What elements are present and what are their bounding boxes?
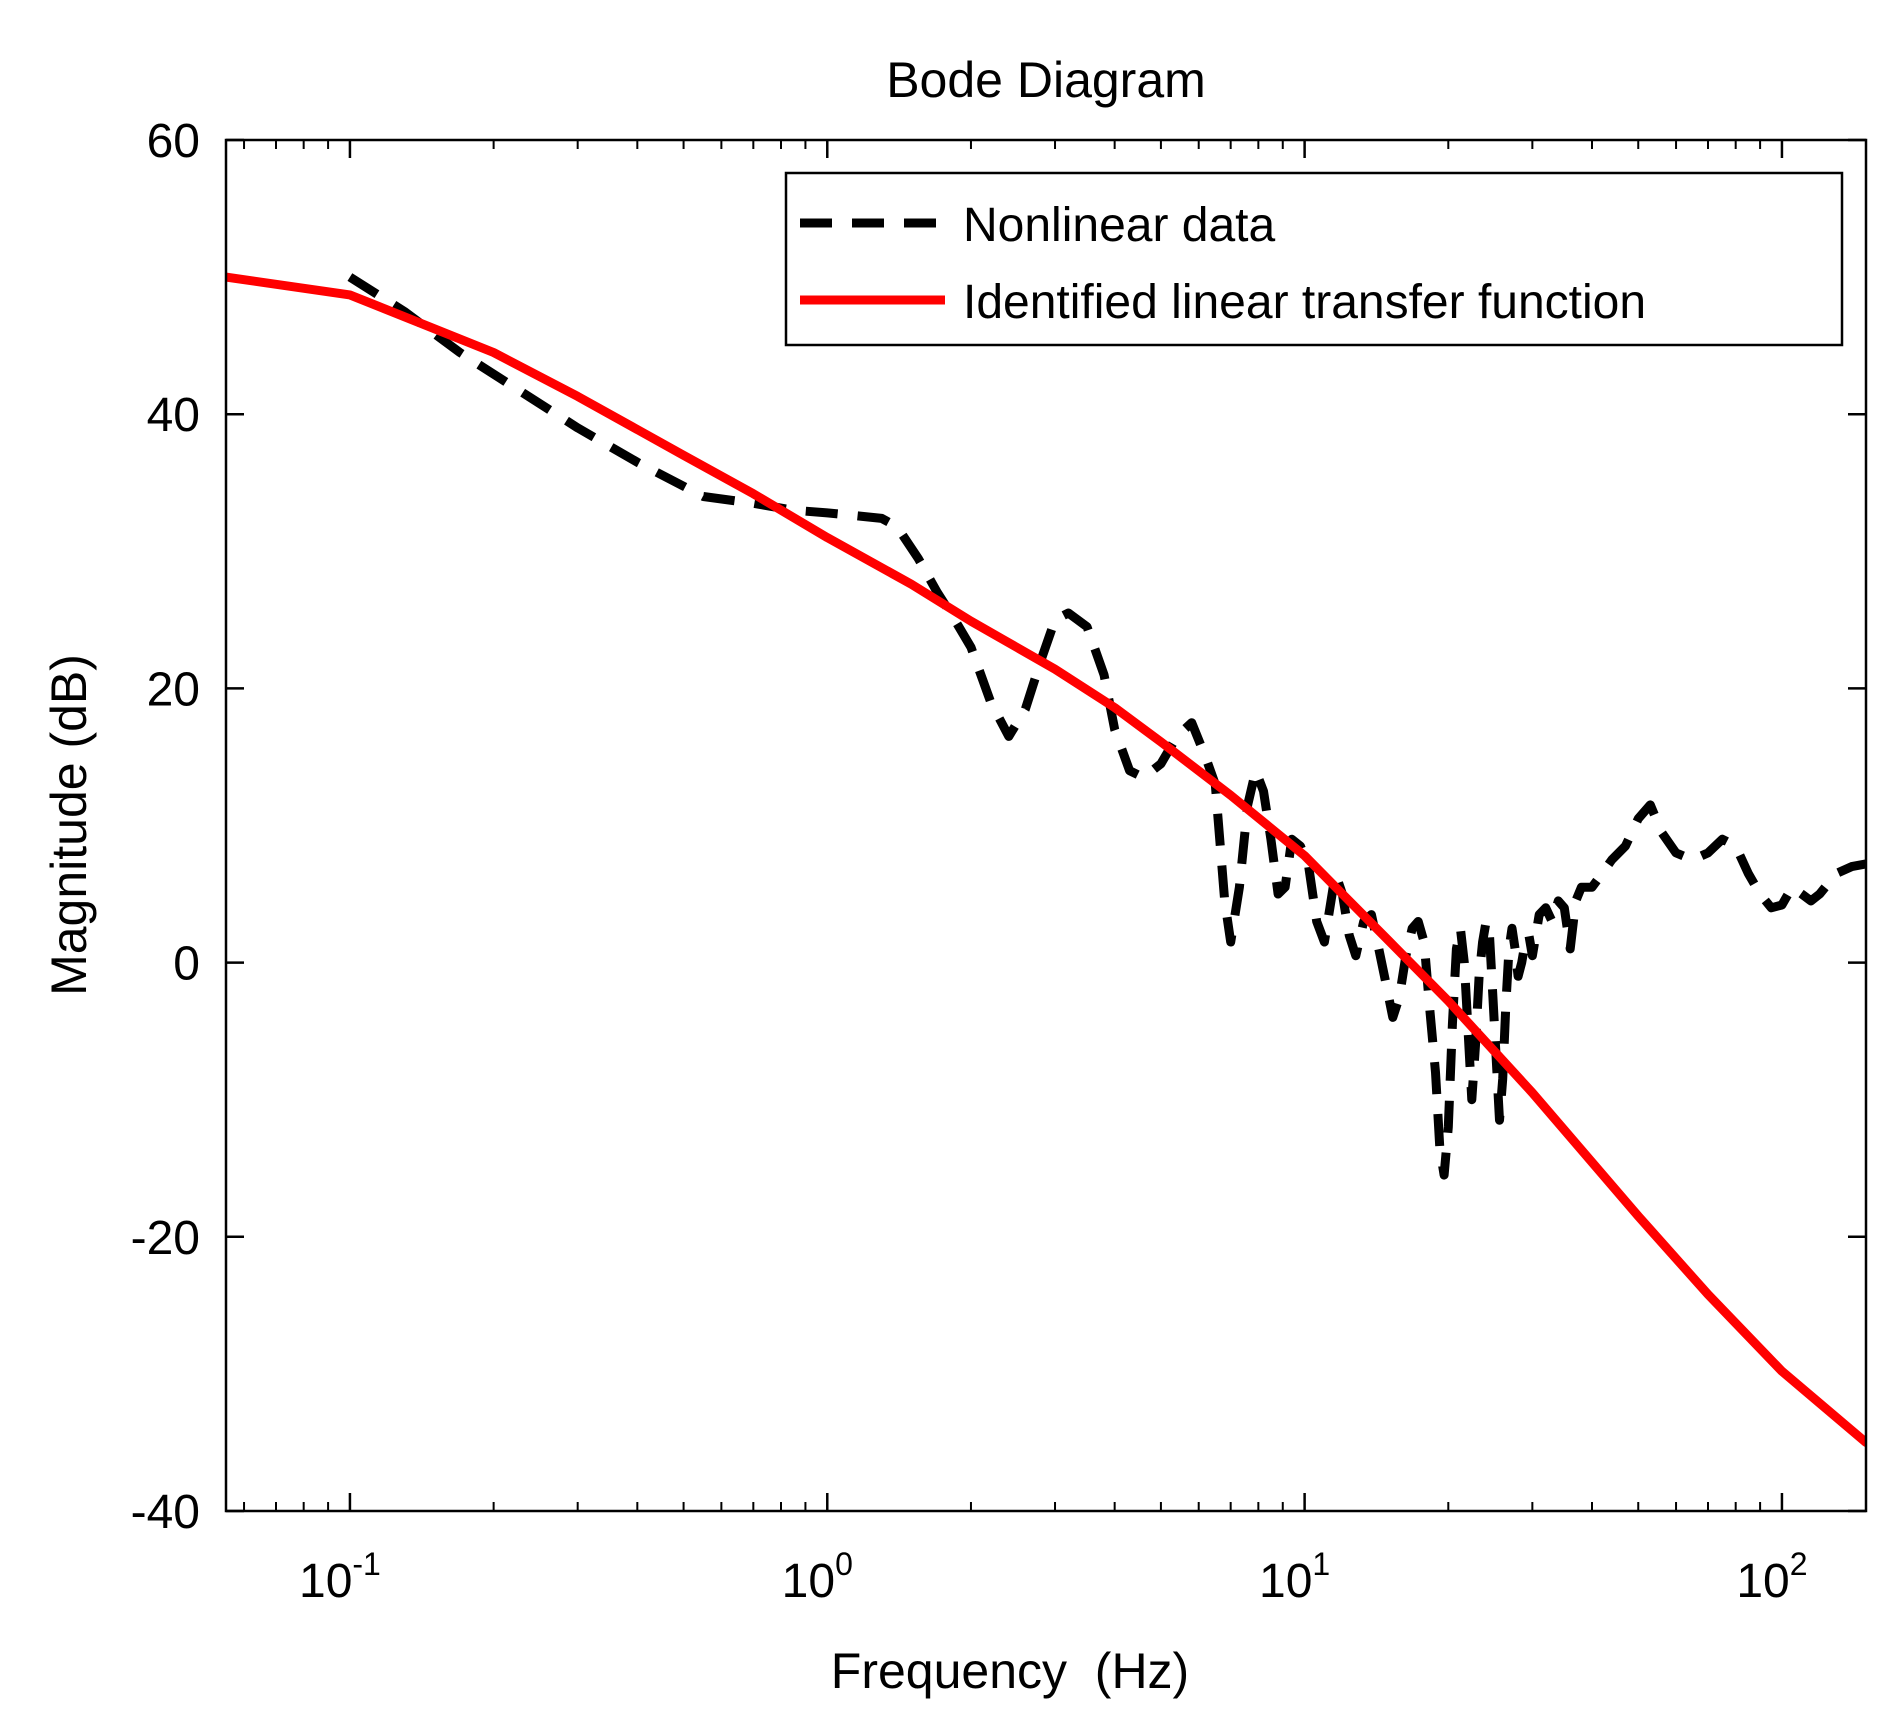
x-axis-title: Frequency (Hz)	[831, 1643, 1189, 1699]
series-nonlinear-data	[347, 273, 1866, 1180]
y-tick-label: -20	[131, 1212, 200, 1265]
x-tick-label: 100	[782, 1546, 853, 1608]
y-tick-labels: 60 40 20 0 -20 -40	[131, 115, 200, 1539]
y-tick-label: 40	[147, 389, 200, 442]
legend: Nonlinear data Identified linear transfe…	[784, 171, 1844, 347]
y-tick-label: 20	[147, 663, 200, 716]
chart-title: Bode Diagram	[886, 52, 1206, 108]
legend-label-nonlinear-data: Nonlinear data	[963, 199, 1276, 252]
legend-label-linear-transfer-function: Identified linear transfer function	[963, 276, 1646, 329]
series-linear-transfer-function	[226, 272, 1866, 1447]
plot-area	[224, 138, 1868, 1513]
y-axis-title: Magnitude (dB)	[41, 654, 97, 996]
series-layer	[226, 272, 1866, 1447]
y-tick-label: -40	[131, 1486, 200, 1539]
axes-frame	[224, 138, 1868, 1513]
legend-box	[784, 171, 1844, 347]
y-tick-label: 0	[173, 938, 200, 991]
y-tick-label: 60	[147, 115, 200, 168]
minor-ticks	[243, 140, 1762, 1511]
